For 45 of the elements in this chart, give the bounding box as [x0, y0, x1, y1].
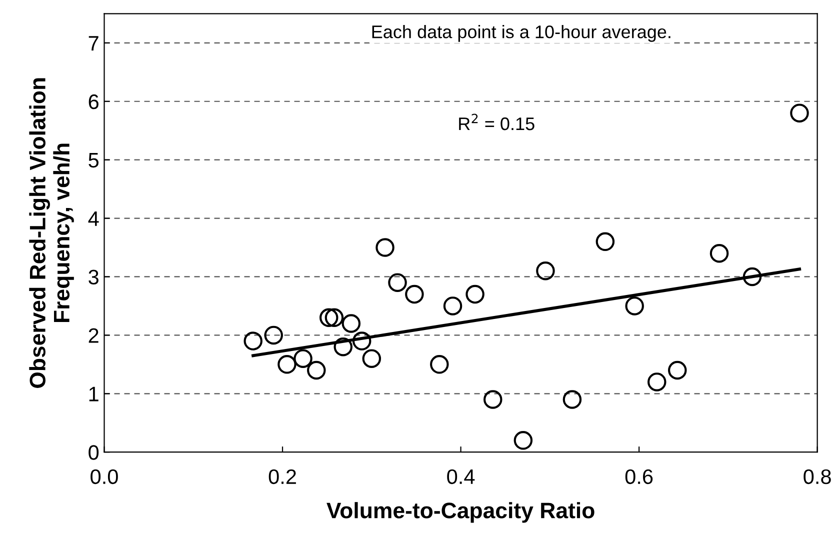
- point: [443, 296, 462, 316]
- x-tick-label: 0.6: [625, 469, 653, 484]
- point: [790, 104, 809, 122]
- point: [244, 332, 262, 350]
- point: [668, 360, 687, 380]
- point: [742, 267, 762, 286]
- point: [319, 308, 338, 328]
- x-tick-label: 0.0: [90, 469, 118, 484]
- y-tick-label: 7: [88, 36, 98, 50]
- y-tick-label: 5: [88, 153, 99, 168]
- point: [362, 349, 382, 368]
- point: [430, 355, 449, 374]
- annotation: R$^{2}$ = 0.15: [459, 114, 534, 130]
- point: [710, 244, 729, 263]
- y-tick-label: 6: [88, 94, 98, 110]
- point: [483, 390, 502, 409]
- x-tick-label: 0.4: [447, 469, 475, 484]
- y-tick-label: 0: [88, 445, 99, 460]
- point: [342, 314, 361, 333]
- point: [596, 232, 615, 252]
- annotation: Each data point is a 10-hour average.: [372, 25, 670, 42]
- point: [324, 308, 344, 328]
- y-tick-label: 4: [88, 212, 99, 226]
- y-tick-label: 2: [88, 328, 98, 343]
- point: [514, 431, 533, 450]
- point: [466, 284, 484, 304]
- y-tick-label: 1: [89, 386, 98, 402]
- y-axis-title: Observed Red-Light Violation Frequency, veh/h: [29, 78, 74, 388]
- point: [405, 284, 424, 304]
- point: [625, 296, 644, 316]
- point: [536, 262, 555, 280]
- x-axis-title: Volume-to-Capacity Ratio: [326, 502, 594, 523]
- point: [562, 390, 582, 409]
- x-tick-label: 0.2: [268, 469, 296, 484]
- point: [376, 238, 394, 257]
- point: [352, 332, 372, 350]
- y-tick-label: 3: [88, 270, 98, 284]
- point: [307, 360, 326, 380]
- point: [388, 273, 407, 292]
- point: [278, 355, 296, 374]
- x-tick-label: 0.8: [804, 469, 831, 484]
- point: [648, 372, 666, 392]
- point: [264, 326, 283, 345]
- point: [294, 349, 312, 368]
- point: [334, 338, 353, 356]
